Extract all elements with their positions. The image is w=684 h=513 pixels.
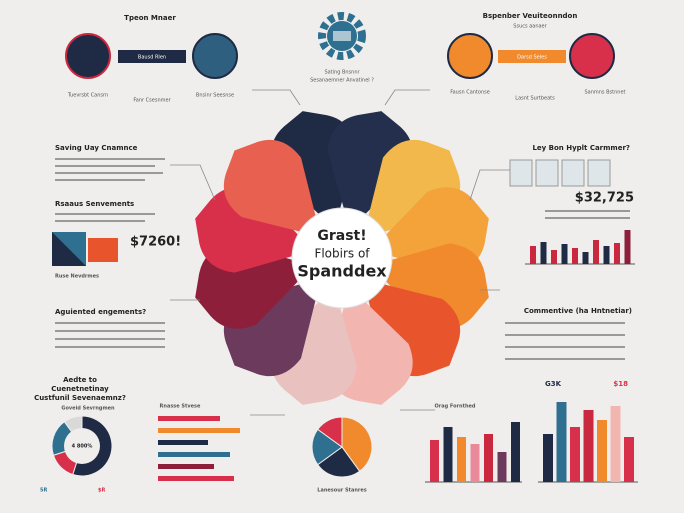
petal — [271, 286, 357, 405]
bar — [470, 444, 480, 482]
slice — [311, 428, 343, 466]
bar — [530, 246, 536, 264]
bar — [624, 437, 634, 482]
petal — [223, 139, 321, 237]
badge-label: Darsd Seles — [517, 55, 547, 61]
center-circle — [291, 207, 393, 309]
text-lines — [55, 158, 165, 348]
center-title: Spanddex — [297, 262, 387, 281]
caption: Sating Bnsnnr — [324, 70, 360, 76]
petal — [327, 111, 413, 230]
bar — [484, 434, 493, 482]
bar — [158, 464, 214, 469]
caption: Bnsinr Seesnse — [196, 93, 234, 99]
bar — [570, 427, 580, 482]
caption: 5R — [40, 488, 47, 494]
icon-row — [509, 159, 611, 187]
bar — [572, 248, 578, 264]
bar — [497, 452, 507, 482]
text-lines — [505, 210, 630, 360]
hbar-chart — [158, 416, 240, 481]
stat: $32,725 — [575, 191, 634, 206]
bar-chart — [430, 422, 520, 482]
badge-label: Bausd Rlen — [138, 55, 166, 61]
petal — [195, 187, 314, 273]
title: Bspenber Veuiteonndon — [483, 12, 578, 20]
bar — [561, 244, 568, 264]
bar — [583, 410, 594, 482]
caption: Tuevrsbt Cansrn — [67, 93, 108, 99]
caption: Fanr Csesnmer — [133, 98, 171, 104]
icon — [52, 232, 86, 266]
question: Aguiented engements? — [55, 308, 146, 316]
icon-circle — [192, 33, 238, 79]
caption: Sanmns Bstnnet — [584, 90, 625, 96]
bar — [158, 416, 220, 421]
stat: $7260! — [130, 235, 181, 250]
chart-title: Rnasse Stvese — [160, 404, 201, 410]
bar — [614, 243, 620, 264]
bar — [158, 452, 230, 457]
bar — [430, 440, 439, 482]
connectors — [170, 89, 510, 416]
caption: Ruse Nevdrmes — [55, 274, 99, 280]
bar — [543, 434, 553, 482]
bar — [443, 427, 453, 482]
caption: Fausn Cantonse — [450, 90, 490, 96]
slice — [341, 416, 373, 472]
bar — [624, 230, 631, 264]
center-title: Grast! — [317, 228, 366, 244]
caption: $R — [98, 488, 105, 494]
flower — [195, 111, 489, 405]
question: Cuenetnetinay — [51, 385, 109, 393]
bar — [593, 240, 599, 264]
icon — [88, 238, 118, 262]
donut-hole — [64, 428, 100, 464]
slice — [317, 416, 343, 448]
bar — [158, 428, 240, 433]
caption: Sesanaemner Anvatinel ? — [310, 78, 374, 84]
panel-title: Saving Uay Cnamnce — [55, 144, 138, 152]
caption: Lasnt Surtbeats — [515, 96, 555, 102]
bar — [597, 420, 607, 482]
petal — [370, 243, 489, 329]
center-title: Flobirs of — [314, 247, 370, 261]
bar — [511, 422, 520, 482]
gear-icon — [318, 12, 366, 60]
question: Custfunil Sevenaemnz? — [34, 394, 126, 402]
pie-chart — [311, 416, 373, 478]
badge — [118, 50, 186, 63]
bar — [556, 402, 567, 482]
chart-title: Lanesour Stanres — [317, 488, 366, 494]
bar — [457, 437, 466, 482]
panel-title: Rsaaus Senvements — [55, 200, 134, 208]
subtitle: Ssucs aanaer — [513, 24, 547, 30]
list-title: Commentive (ha Hntnetiar) — [524, 307, 632, 315]
icon-circle — [569, 33, 615, 79]
slice — [317, 446, 361, 478]
chart-title: Goveid Sevrngmen — [61, 406, 115, 412]
bar-chart — [543, 402, 634, 482]
bar — [158, 476, 234, 481]
title: Tpeon Mnaer — [124, 14, 176, 22]
stat: G3K — [545, 380, 562, 388]
bar — [603, 246, 610, 264]
bar — [551, 250, 557, 264]
donut-label: 4 800% — [72, 444, 93, 450]
icon-circle — [65, 33, 111, 79]
icon-circle — [447, 33, 493, 79]
stat: $18 — [613, 380, 628, 388]
bar — [582, 252, 589, 264]
bar — [158, 440, 208, 445]
badge — [498, 50, 566, 63]
bar — [610, 406, 621, 482]
question: Ley Bon Hyplt Carmmer? — [532, 144, 630, 152]
question: Aedte to — [63, 376, 97, 384]
bar — [540, 242, 547, 264]
bar-chart — [530, 230, 631, 264]
chart-title: Orag Fornthed — [434, 404, 475, 410]
